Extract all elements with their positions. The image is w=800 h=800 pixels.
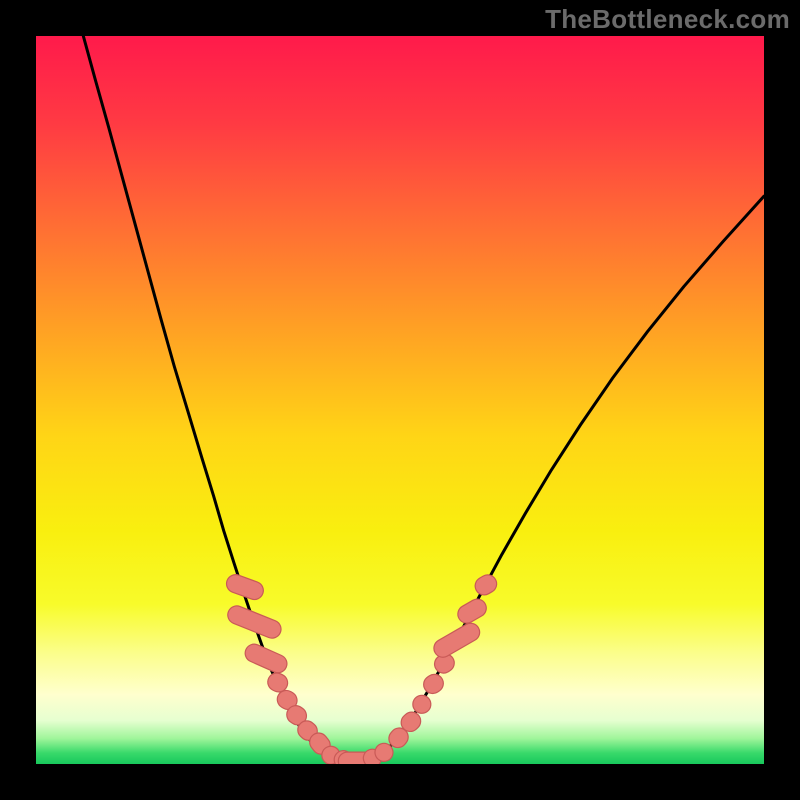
figure-root: TheBottleneck.com (0, 0, 800, 800)
plot-area (36, 36, 764, 764)
chart-background (36, 36, 764, 764)
chart-svg (36, 36, 764, 764)
watermark-text: TheBottleneck.com (545, 4, 790, 35)
